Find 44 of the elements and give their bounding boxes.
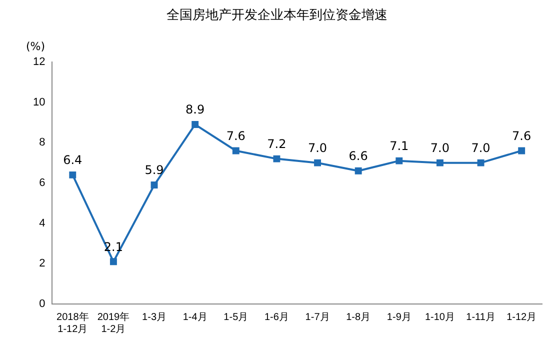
y-tick-label: 8 (39, 136, 46, 149)
point (354, 167, 362, 174)
data-label: 8.9 (186, 102, 205, 117)
data-label: 6.6 (348, 149, 368, 164)
chart-title: 全国房地产开发企业本年到位资金增速 (166, 7, 388, 24)
point (436, 159, 444, 166)
point (232, 147, 240, 154)
x-tick-label: 1-10月 (424, 312, 455, 323)
point (477, 159, 484, 166)
point (110, 258, 117, 266)
x-tick-label: 1-9月 (386, 312, 412, 323)
x-tick-label: 2018年 1-12月 (56, 310, 89, 335)
point (314, 159, 321, 166)
y-tick-label: 10 (32, 96, 46, 108)
data-label: 7.1 (390, 138, 409, 153)
x-tick-label: 1-4月 (182, 312, 208, 323)
y-axis-title: (%) (26, 40, 46, 53)
data-label: 5.9 (144, 163, 164, 178)
x-tick-label: 1-3月 (142, 312, 166, 323)
data-label: 7.6 (512, 128, 532, 143)
point (396, 157, 403, 164)
data-label: 6.4 (63, 153, 82, 168)
data-label: 7.2 (267, 136, 286, 151)
point (69, 171, 76, 178)
x-tick-label: 1-8月 (346, 312, 371, 323)
y-tick-label: 12 (32, 56, 46, 68)
data-label: 7.0 (430, 140, 450, 155)
x-tick-label: 1-6月 (264, 312, 289, 323)
x-tick-label: 1-11月 (466, 312, 496, 323)
data-label: 7.0 (471, 140, 490, 155)
x-tick-label: 1-12月 (506, 312, 537, 323)
data-label: 7.0 (308, 140, 328, 155)
y-tick-label: 0 (39, 298, 46, 310)
point (150, 182, 158, 188)
point (518, 147, 526, 154)
y-tick-label: 4 (39, 217, 46, 230)
y-tick-label: 2 (39, 258, 46, 270)
point (273, 155, 280, 162)
data-label: 7.6 (226, 128, 246, 143)
x-tick-label: 2019年 1-2月 (97, 310, 130, 335)
x-tick-label: 1-7月 (305, 312, 330, 323)
x-tick-label: 1-5月 (224, 312, 248, 323)
y-tick-label: 6 (39, 177, 46, 190)
point (192, 121, 199, 128)
